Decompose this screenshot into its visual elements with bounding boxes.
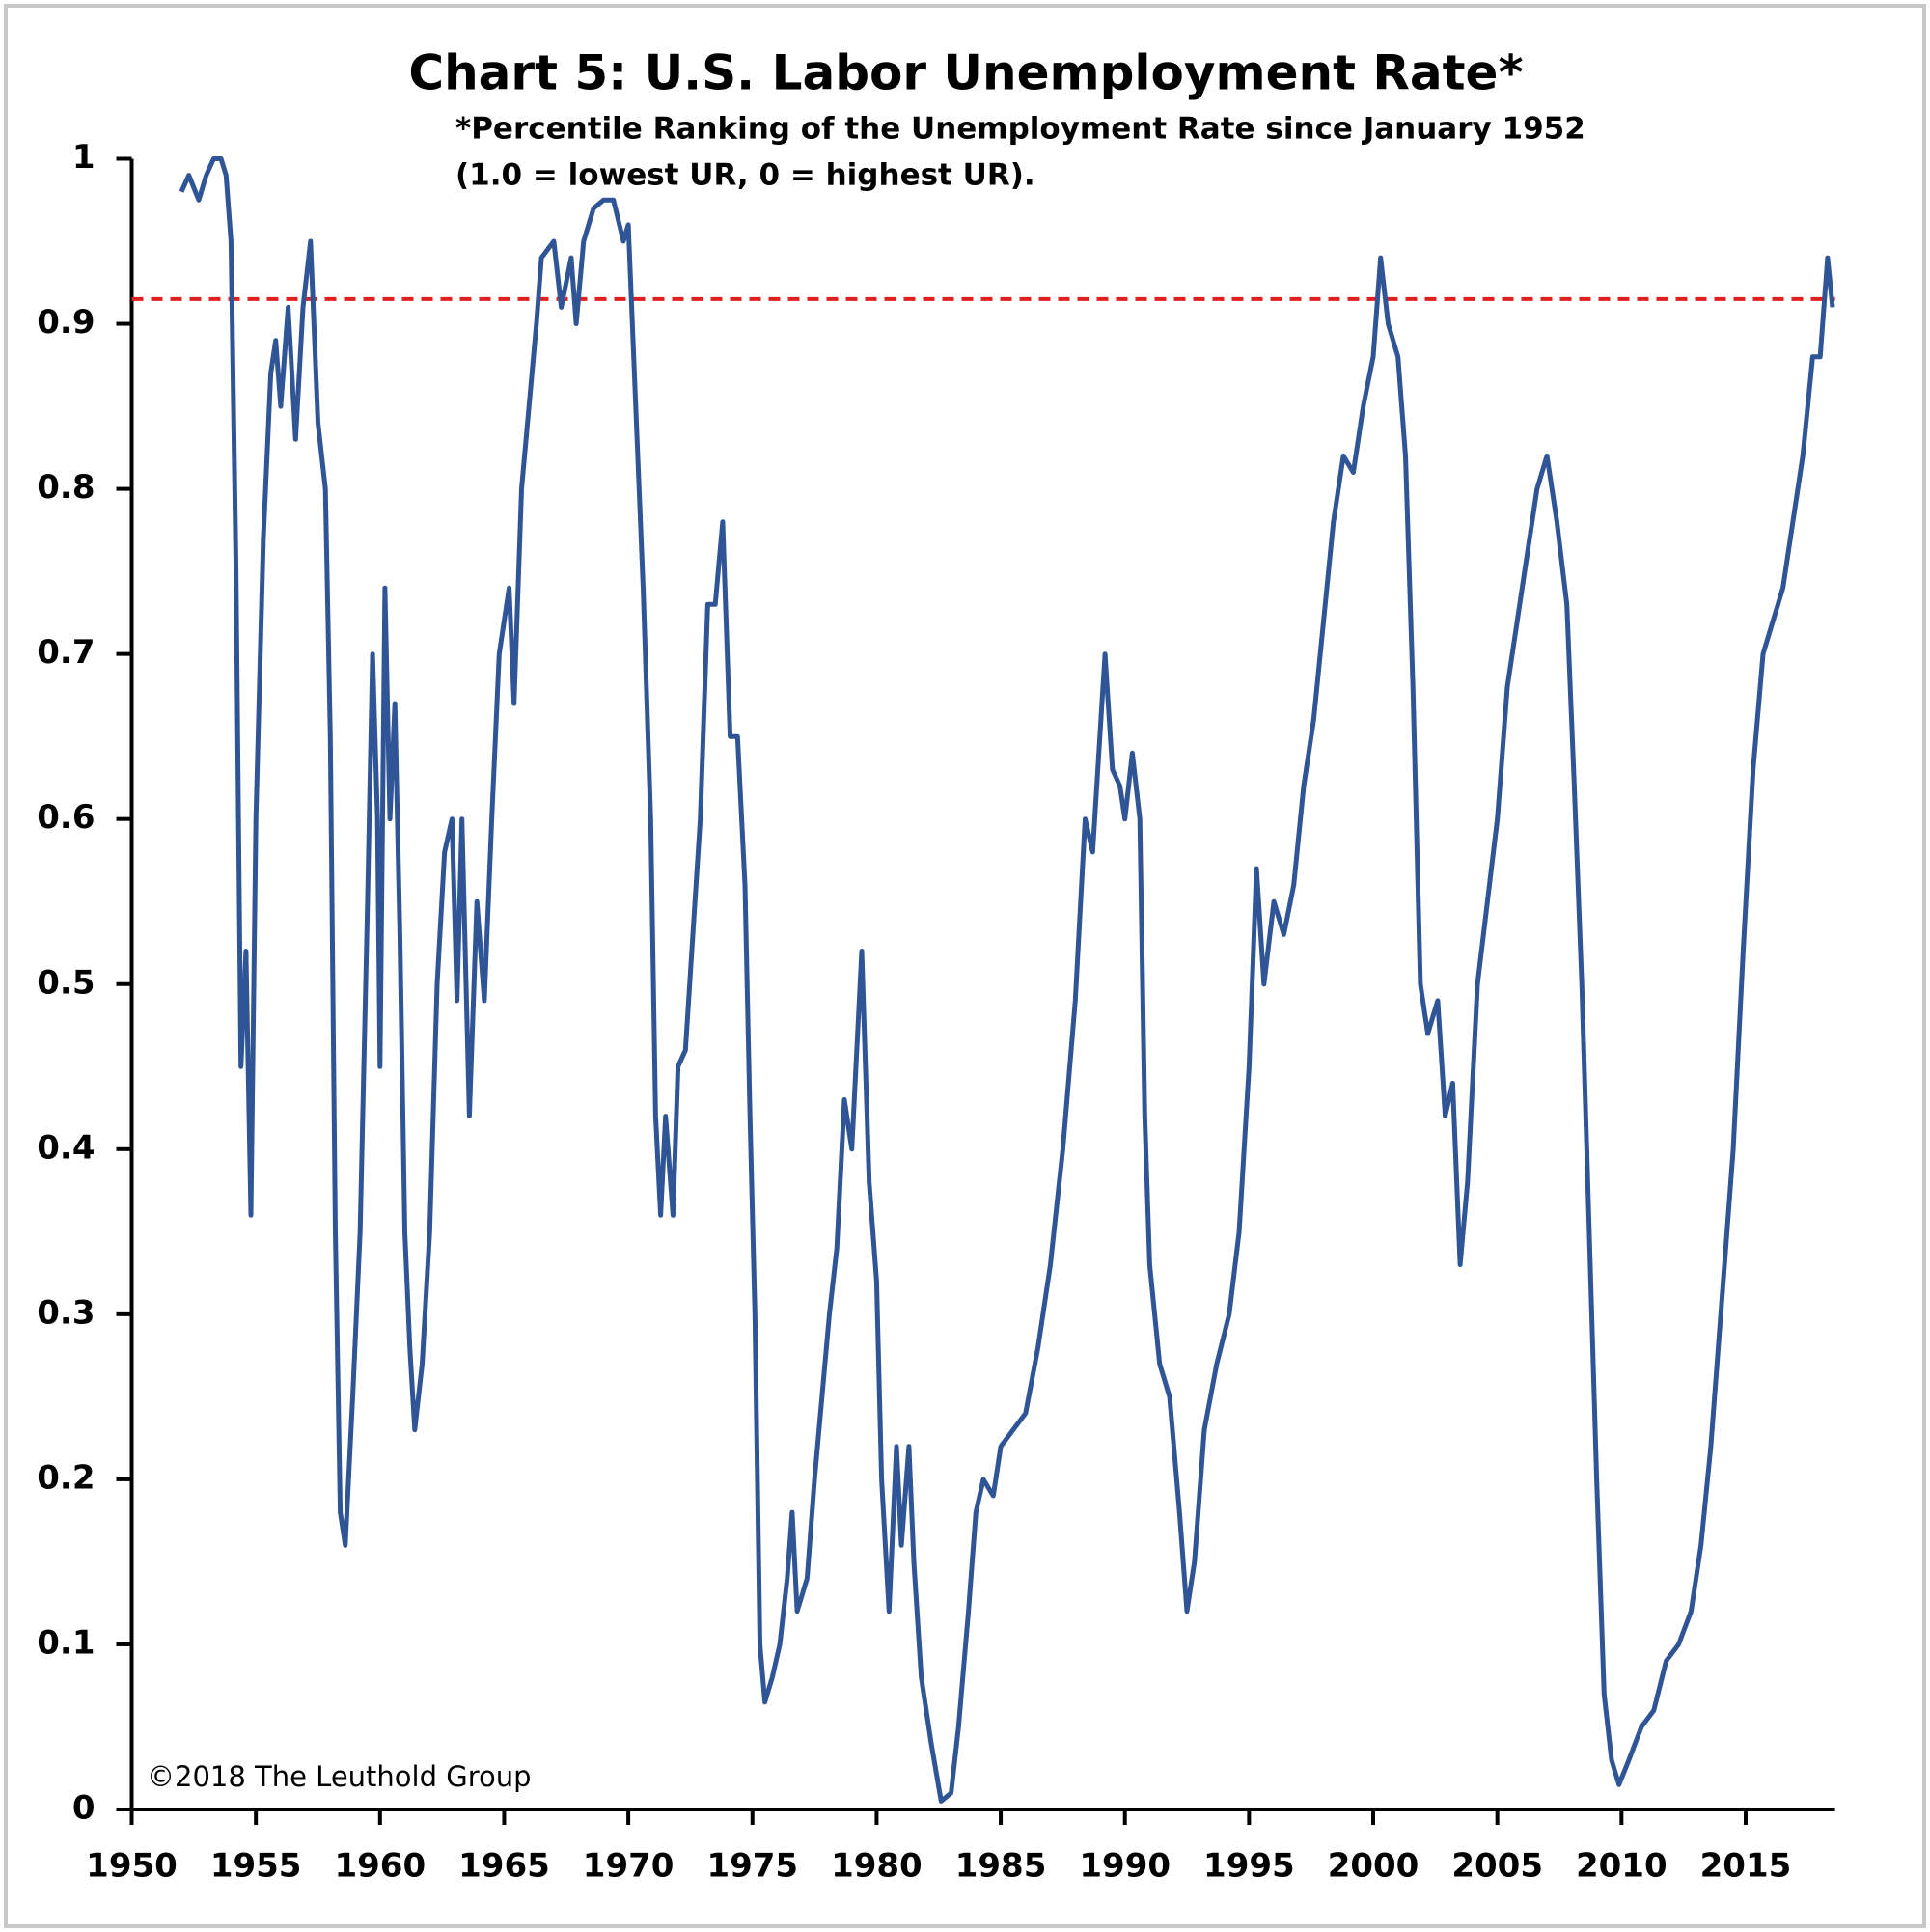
x-tick-label: 2015 <box>1700 1847 1792 1886</box>
x-tick-label: 1985 <box>955 1847 1047 1886</box>
x-tick-label: 1975 <box>706 1847 798 1886</box>
y-tick-label: 1 <box>72 138 96 177</box>
x-tick-label: 1995 <box>1203 1847 1295 1886</box>
x-tick-label: 1990 <box>1079 1847 1171 1886</box>
x-tick-label: 1965 <box>458 1847 550 1886</box>
copyright: ©2018 The Leuthold Group <box>147 1760 532 1793</box>
y-tick-label: 0.1 <box>37 1623 95 1662</box>
y-tick-label: 0.2 <box>37 1458 95 1497</box>
y-tick-label: 0 <box>72 1789 96 1828</box>
y-tick-label: 0.7 <box>37 633 95 672</box>
data-line <box>179 156 1835 1804</box>
frame <box>4 4 1926 1928</box>
y-tick-label: 0.4 <box>37 1128 95 1167</box>
chart-title: Chart 5: U.S. Labor Unemployment Rate* <box>408 45 1523 101</box>
x-tick-label: 1980 <box>831 1847 923 1886</box>
y-tick-label: 0.9 <box>37 303 95 342</box>
y-tick-label: 0.5 <box>37 963 95 1002</box>
x-tick-label: 1960 <box>334 1847 426 1886</box>
x-tick-label: 2005 <box>1451 1847 1543 1886</box>
x-tick-label: 1950 <box>86 1847 178 1886</box>
y-tick-label: 0.8 <box>37 468 95 507</box>
subtitle: *Percentile Ranking of the Unemployment … <box>455 112 1585 147</box>
x-tick-label: 1955 <box>210 1847 302 1886</box>
y-tick-label: 0.6 <box>37 798 95 837</box>
y-tick-label: 0.3 <box>37 1293 95 1332</box>
x-tick-label: 1970 <box>583 1847 675 1886</box>
x-tick-label: 2000 <box>1328 1847 1420 1886</box>
x-tick-label: 2010 <box>1576 1847 1668 1886</box>
subtitle: (1.0 = lowest UR, 0 = highest UR). <box>455 158 1035 193</box>
